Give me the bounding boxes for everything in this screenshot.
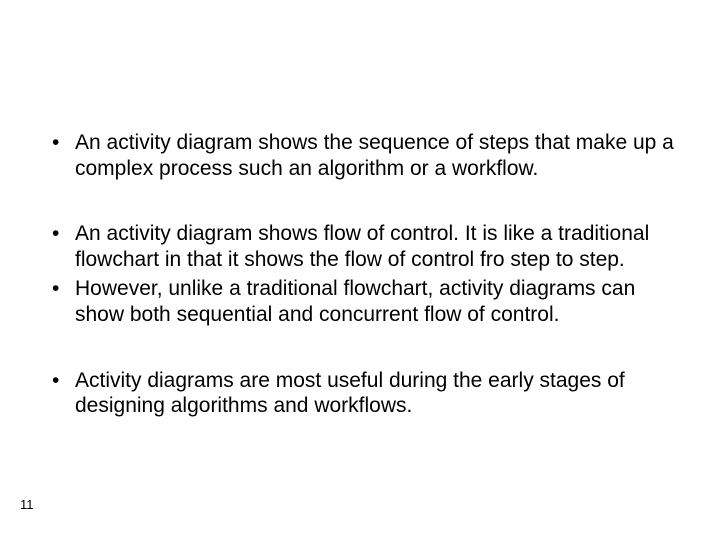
bullet-item: An activity diagram shows the sequence o… (40, 130, 680, 181)
bullet-list: An activity diagram shows the sequence o… (40, 130, 680, 419)
slide: An activity diagram shows the sequence o… (0, 0, 720, 540)
bullet-item: An activity diagram shows flow of contro… (40, 221, 680, 272)
bullet-item: However, unlike a traditional flowchart,… (40, 276, 680, 327)
slide-body: An activity diagram shows the sequence o… (40, 130, 680, 419)
page-number: 11 (20, 497, 34, 512)
bullet-item: Activity diagrams are most useful during… (40, 368, 680, 419)
spacer (40, 328, 680, 368)
spacer (40, 181, 680, 221)
